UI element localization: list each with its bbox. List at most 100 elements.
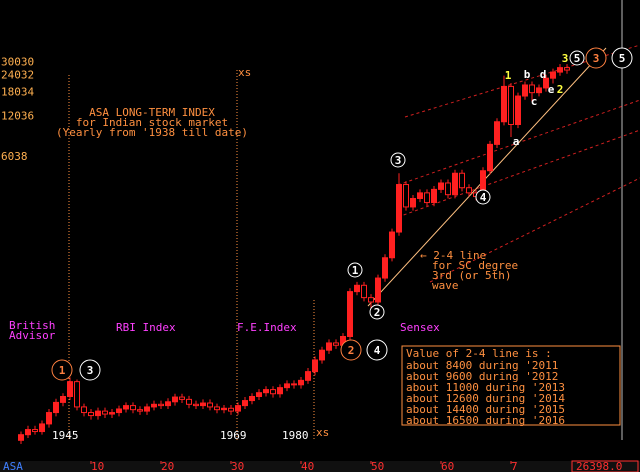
x-tick-label: 7 — [511, 460, 518, 472]
status-bar — [0, 461, 640, 472]
wave-circle — [475, 189, 491, 205]
candle-body — [186, 398, 192, 405]
wave-label: b — [524, 68, 531, 81]
wave-label: d — [540, 68, 547, 81]
candle-body — [109, 412, 115, 415]
candle-body — [39, 423, 45, 433]
candle-body — [179, 396, 185, 400]
candle-body — [501, 85, 507, 123]
y-tick-label: 12036 — [1, 109, 34, 122]
box-line: about 8400 during '2011 — [406, 359, 558, 372]
candle-body — [25, 429, 31, 436]
wave-circle — [366, 339, 388, 361]
candle-body — [438, 182, 444, 190]
x-tick-label: 30 — [231, 460, 244, 472]
box-title: Value of 2-4 line is : — [406, 347, 552, 360]
x-tick-label: 60 — [441, 460, 454, 472]
box-line: about 16500 during '2016 — [406, 414, 565, 427]
candle-body — [403, 184, 409, 208]
candle-body — [557, 67, 563, 73]
line-note: ← 2-4 line — [420, 249, 486, 262]
box-line: about 9600 during '2012 — [406, 370, 558, 383]
box-line: about 11000 during '2013 — [406, 381, 565, 394]
xs-label: xs — [238, 66, 251, 79]
candle-body — [354, 284, 360, 293]
candle-body — [144, 406, 150, 412]
candle-body — [172, 396, 178, 403]
candle-body — [123, 405, 129, 410]
candle-body — [368, 297, 374, 303]
era-label: British — [9, 319, 55, 332]
line-note: for SC degree — [432, 259, 518, 272]
wave-circle — [347, 262, 363, 278]
candle-body — [137, 409, 143, 412]
line-note: wave — [432, 279, 459, 292]
wave-label: 5 — [619, 52, 626, 65]
candle-body — [487, 143, 493, 172]
wave-label: 5 — [574, 52, 581, 65]
candle-body — [298, 379, 304, 386]
wave-label: 3 — [562, 52, 569, 65]
candle-body — [81, 406, 87, 414]
candle-body — [53, 401, 59, 414]
candle-body — [564, 67, 570, 71]
candle-body — [235, 405, 241, 412]
wave-circle — [585, 47, 607, 69]
box-line: about 12600 during '2014 — [406, 392, 565, 405]
candle-body — [165, 401, 171, 407]
candle-body — [466, 187, 472, 194]
era-label: F.E.Index — [237, 321, 297, 334]
candle-body — [228, 407, 234, 412]
candle-body — [221, 407, 227, 411]
era-label: RBI Index — [116, 321, 176, 334]
era-label: Sensex — [400, 321, 440, 334]
candle-body — [270, 389, 276, 395]
y-tick-label: 6038 — [1, 150, 28, 163]
wave-label: 2 — [557, 83, 564, 96]
wave-circle — [369, 304, 385, 320]
candle-body — [263, 389, 269, 394]
candle-body — [375, 277, 381, 303]
wave-circle — [79, 359, 101, 381]
candle-body — [130, 405, 136, 411]
candle-body — [445, 182, 451, 196]
line-note: 3rd (or 5th) — [432, 269, 511, 282]
wave-circle — [390, 152, 406, 168]
candle-body — [116, 408, 122, 414]
candle-body — [347, 291, 353, 337]
candle-body — [410, 197, 416, 208]
candle-body — [382, 257, 388, 279]
candle-body — [46, 412, 52, 425]
candle-body — [361, 284, 367, 299]
candle-body — [508, 85, 514, 125]
wave-circle — [51, 359, 73, 381]
wave-label: 3 — [395, 154, 402, 167]
x-tick-label: 20 — [161, 460, 174, 472]
subtitle: (Yearly from '1938 till date) — [56, 126, 248, 139]
candle-body — [291, 383, 297, 386]
box-line: about 14400 during '2015 — [406, 403, 565, 416]
candle-body — [333, 342, 339, 346]
candle-body — [95, 410, 101, 417]
y-tick-label: 18034 — [1, 86, 34, 99]
chart-title: ASA LONG-TERM INDEX — [89, 106, 215, 119]
wave-label: 3 — [87, 364, 94, 377]
symbol: ASA — [3, 460, 23, 472]
x-tick-label: 10 — [91, 460, 104, 472]
candle-body — [193, 403, 199, 407]
candle-body — [305, 371, 311, 381]
candle-body — [284, 383, 290, 389]
wave-circle — [569, 50, 585, 66]
status-value: 26398.0 — [576, 460, 622, 472]
candle-body — [74, 381, 80, 408]
candle-body — [256, 392, 262, 397]
wave-circle — [611, 47, 633, 69]
candle-body — [200, 402, 206, 407]
subtitle: for Indian stock market — [76, 116, 228, 129]
candle-body — [515, 95, 521, 125]
x-tick-label: 40 — [301, 460, 314, 472]
candle-body — [158, 403, 164, 407]
year-label: 1980 — [282, 429, 309, 442]
candle-body — [32, 429, 38, 433]
era-label: Advisor — [9, 329, 56, 342]
